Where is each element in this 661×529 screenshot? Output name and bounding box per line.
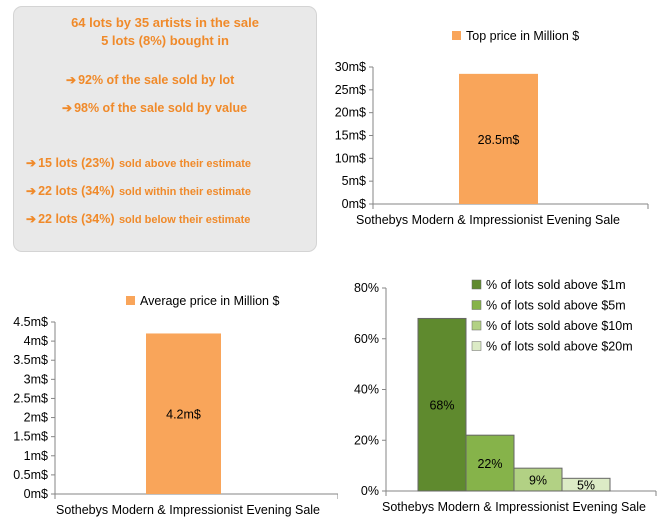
y-tick-label: 2.5m$ (13, 391, 48, 405)
legend-swatch (471, 300, 482, 310)
y-tick-label: 20% (354, 433, 379, 447)
legend-label: Average price in Million $ (140, 294, 279, 308)
y-tick-label: 0% (361, 484, 379, 498)
bar (417, 317, 467, 492)
lots-above-threshold-chart: 0% 20% 40% 60% 80% 68% 22% 9% 5% Sothebys Modern … (354, 278, 657, 514)
data-label: 28.5m$ (478, 133, 520, 147)
legend-swatch (471, 320, 482, 331)
summary-line-bought-in: 5 lots (8%) bought in (101, 33, 229, 48)
summary-line-lots: 64 lots by 35 artists in the sale (71, 15, 259, 30)
y-tick-label: 60% (354, 332, 379, 346)
bar (146, 333, 221, 494)
y-tick-label: 25m$ (335, 83, 366, 97)
legend-swatch (126, 296, 135, 305)
bar (459, 73, 538, 204)
data-label: 22% (477, 457, 502, 471)
y-tick-label: 20m$ (335, 106, 366, 120)
legend-label: % of lots sold above $20m (486, 340, 633, 354)
bar (561, 477, 611, 492)
y-tick-label: 3m$ (24, 372, 48, 386)
y-tick-label: 30m$ (335, 60, 366, 74)
x-category-label: Sothebys Modern & Impressionist Evening … (56, 503, 320, 517)
y-tick-label: 4.5m$ (13, 315, 48, 329)
summary-bullet-by-value: ➔ 98% of the sale sold by value (62, 101, 248, 115)
data-label: 4.2m$ (166, 408, 201, 422)
data-label: 5% (577, 479, 595, 493)
y-tick-label: 10m$ (335, 151, 366, 165)
legend-swatch (471, 279, 482, 290)
y-tick-label: 3.5m$ (13, 353, 48, 367)
bar (465, 434, 515, 492)
right-arrow-icon: ➔ (62, 101, 73, 115)
legend-label: % of lots sold above $10m (486, 319, 633, 333)
y-tick-label: 40% (354, 383, 379, 397)
average-price-chart: 0m$ 0.5m$ 1m$ 1.5m$ 2m$ 2.5m$ 3m$ 3.5m$ 4m$ 4.5m$… (13, 294, 338, 517)
x-category-label: Sothebys Modern & Impressionist Evening … (382, 500, 646, 514)
y-tick-label: 0m$ (24, 487, 48, 501)
summary-estimate-below: ➔ 22 lots (34%) sold below their estimate (26, 212, 251, 226)
legend-label: % of lots sold above $5m (486, 299, 626, 313)
summary-estimate-within: ➔ 22 lots (34%) sold within their estimat… (26, 184, 251, 198)
summary-panel: 64 lots by 35 artists in the sale 5 lots… (13, 6, 317, 252)
x-category-label: Sothebys Modern & Impressionist Evening … (356, 213, 620, 227)
right-arrow-icon: ➔ (26, 156, 37, 170)
top-price-chart: 0m$ 5m$ 10m$ 15m$ 20m$ 25m$ 30m$ 28.5m$ Sothebys… (335, 29, 649, 227)
legend-label: % of lots sold above $1m (486, 278, 626, 292)
data-label: 9% (529, 474, 547, 488)
legend-swatch (471, 341, 482, 351)
y-tick-label: 1m$ (24, 449, 48, 463)
y-tick-label: 1.5m$ (13, 430, 48, 444)
y-tick-label: 0.5m$ (13, 468, 48, 482)
data-label: 68% (429, 399, 454, 413)
summary-bullet-by-lot: ➔ 92% of the sale sold by lot (66, 73, 235, 87)
y-tick-label: 4m$ (24, 334, 48, 348)
right-arrow-icon: ➔ (26, 184, 37, 198)
legend-label: Top price in Million $ (466, 29, 579, 43)
y-tick-label: 80% (354, 281, 379, 295)
y-tick-label: 2m$ (24, 411, 48, 425)
legend-swatch (452, 31, 461, 40)
summary-estimate-above: ➔ 15 lots (23%) sold above their estimate (26, 156, 251, 170)
y-tick-label: 0m$ (342, 197, 366, 211)
right-arrow-icon: ➔ (66, 73, 77, 87)
right-arrow-icon: ➔ (26, 212, 37, 226)
y-tick-label: 15m$ (335, 129, 366, 143)
y-tick-label: 5m$ (342, 174, 366, 188)
